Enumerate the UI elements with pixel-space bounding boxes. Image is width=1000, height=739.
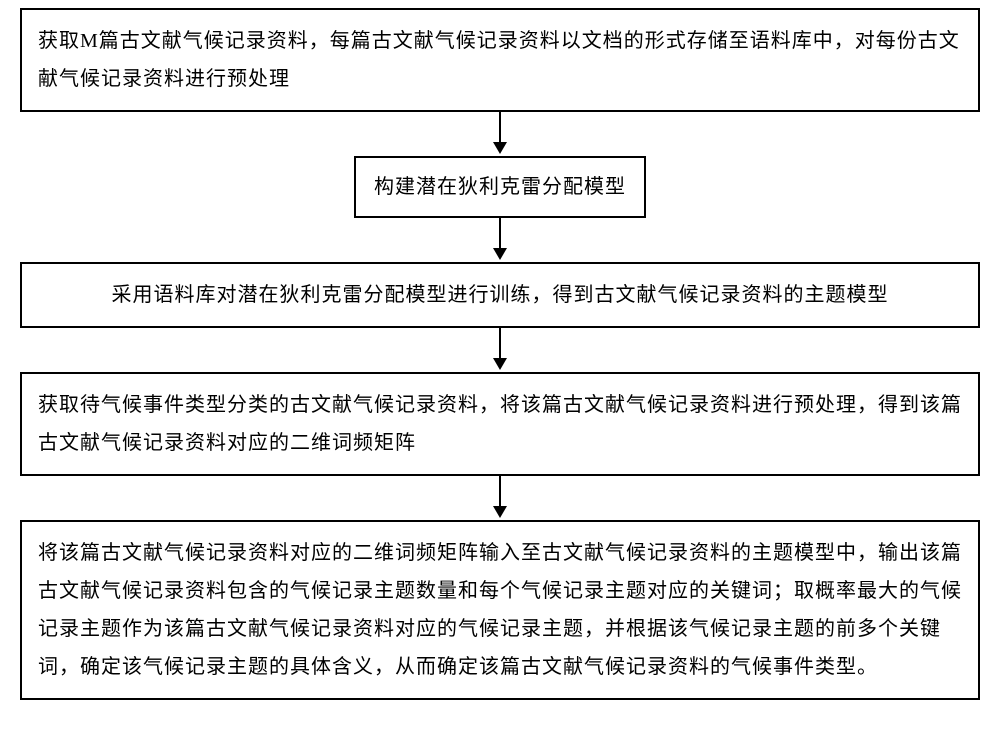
flow-step-4: 获取待气候事件类型分类的古文献气候记录资料，将该篇古文献气候记录资料进行预处理，… (20, 372, 980, 476)
arrow-2 (490, 218, 510, 262)
flowchart-container: 获取M篇古文献气候记录资料，每篇古文献气候记录资料以文档的形式存储至语料库中，对… (20, 8, 980, 700)
flow-step-5: 将该篇古文献气候记录资料对应的二维词频矩阵输入至古文献气候记录资料的主题模型中，… (20, 520, 980, 700)
flow-step-1: 获取M篇古文献气候记录资料，每篇古文献气候记录资料以文档的形式存储至语料库中，对… (20, 8, 980, 112)
flow-step-3: 采用语料库对潜在狄利克雷分配模型进行训练，得到古文献气候记录资料的主题模型 (20, 262, 980, 328)
arrow-4 (490, 476, 510, 520)
flow-step-2: 构建潜在狄利克雷分配模型 (354, 156, 646, 218)
arrow-1 (490, 112, 510, 156)
arrow-3 (490, 328, 510, 372)
